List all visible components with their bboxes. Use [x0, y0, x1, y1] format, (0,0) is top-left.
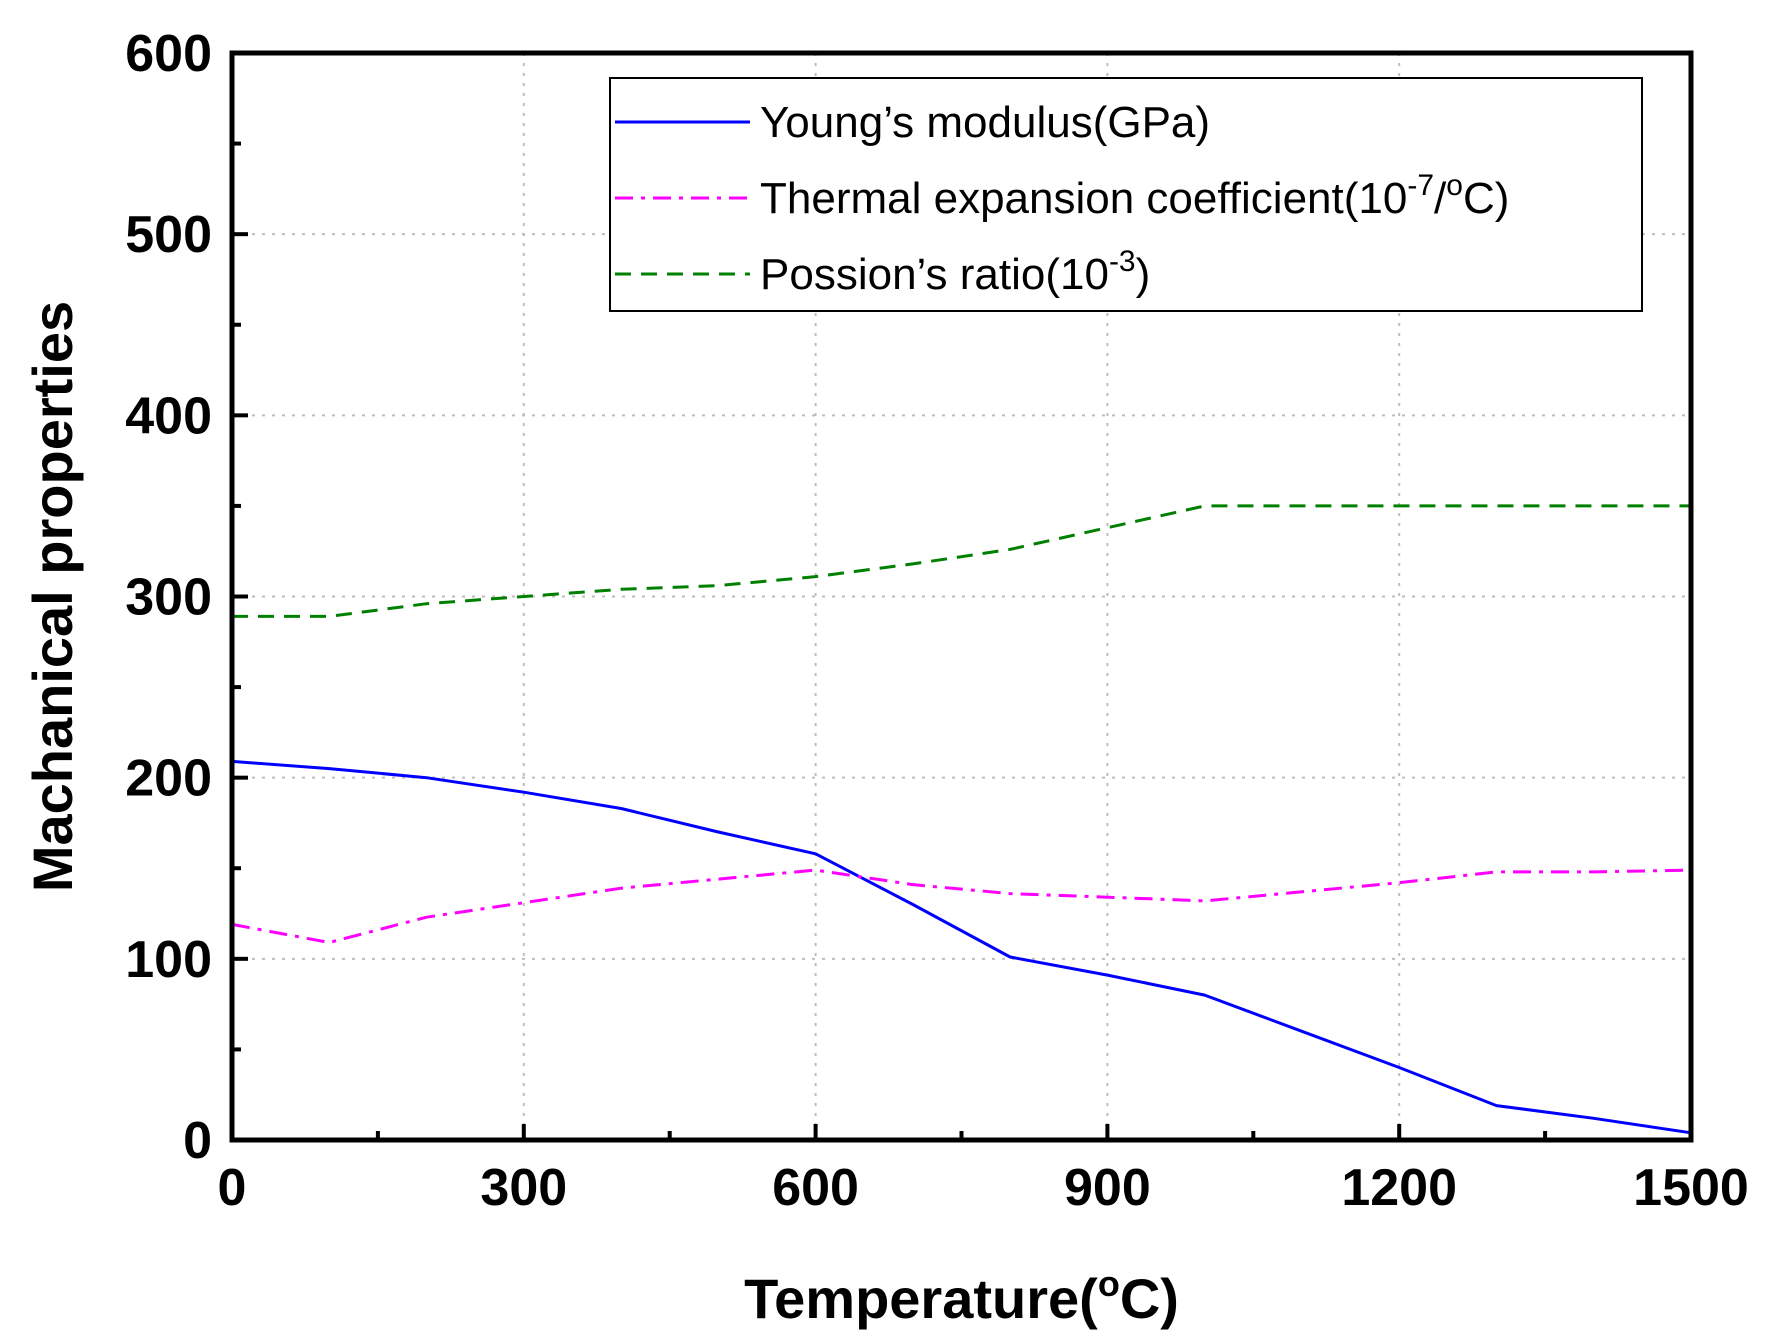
x-axis-title-unit: C)	[1120, 1267, 1179, 1330]
x-axis-title-main: Temperature(	[744, 1267, 1098, 1330]
series-line-3	[232, 504, 1691, 618]
series-line-1	[231, 759, 1692, 1135]
series-line-2	[231, 868, 1692, 944]
x-tick-label: 0	[218, 1159, 247, 1217]
legend-label-3: Possion’s ratio(10-3)	[760, 245, 1150, 299]
series-lines	[231, 504, 1692, 1135]
tick-labels: 0 300 600 900 1200 1500 0 100 200 300 400 500 600	[125, 25, 1749, 1217]
legend: Young’s modulus(GPa) Thermal expansion co…	[609, 77, 1643, 312]
legend-label-part: -7	[1407, 169, 1434, 202]
y-tick-label: 400	[125, 387, 212, 445]
ticks	[230, 51, 1693, 1142]
y-tick-label: 0	[183, 1112, 212, 1170]
legend-label-1: Young’s modulus(GPa)	[760, 98, 1210, 147]
y-tick-label: 600	[125, 25, 212, 83]
y-tick-label: 500	[125, 206, 212, 264]
y-tick-label: 100	[125, 931, 212, 989]
x-tick-label: 600	[772, 1159, 859, 1217]
y-tick-label: 300	[125, 569, 212, 627]
legend-label-part: Possion’s ratio(10	[760, 250, 1109, 299]
legend-label-part: /	[1434, 174, 1447, 223]
x-axis-title: Temperature(oC)	[744, 1263, 1179, 1330]
x-tick-label: 300	[480, 1159, 567, 1217]
legend-label-2: Thermal expansion coefficient(10-7/oC)	[760, 169, 1509, 223]
y-tick-label: 200	[125, 750, 212, 808]
x-tick-label: 1200	[1341, 1159, 1457, 1217]
legend-label-part: Thermal expansion coefficient(10	[760, 174, 1407, 223]
x-tick-label: 1500	[1633, 1159, 1749, 1217]
x-axis-title-degree: o	[1098, 1263, 1120, 1304]
legend-box	[609, 77, 1643, 312]
y-axis-title: Machanical properties	[21, 301, 84, 892]
legend-label-part: C)	[1463, 174, 1509, 223]
legend-label-part: )	[1136, 250, 1151, 299]
legend-label-part: Young’s modulus(GPa)	[760, 98, 1210, 147]
legend-label-part: -3	[1109, 245, 1136, 278]
x-tick-label: 900	[1064, 1159, 1151, 1217]
legend-label-part: o	[1446, 169, 1463, 202]
